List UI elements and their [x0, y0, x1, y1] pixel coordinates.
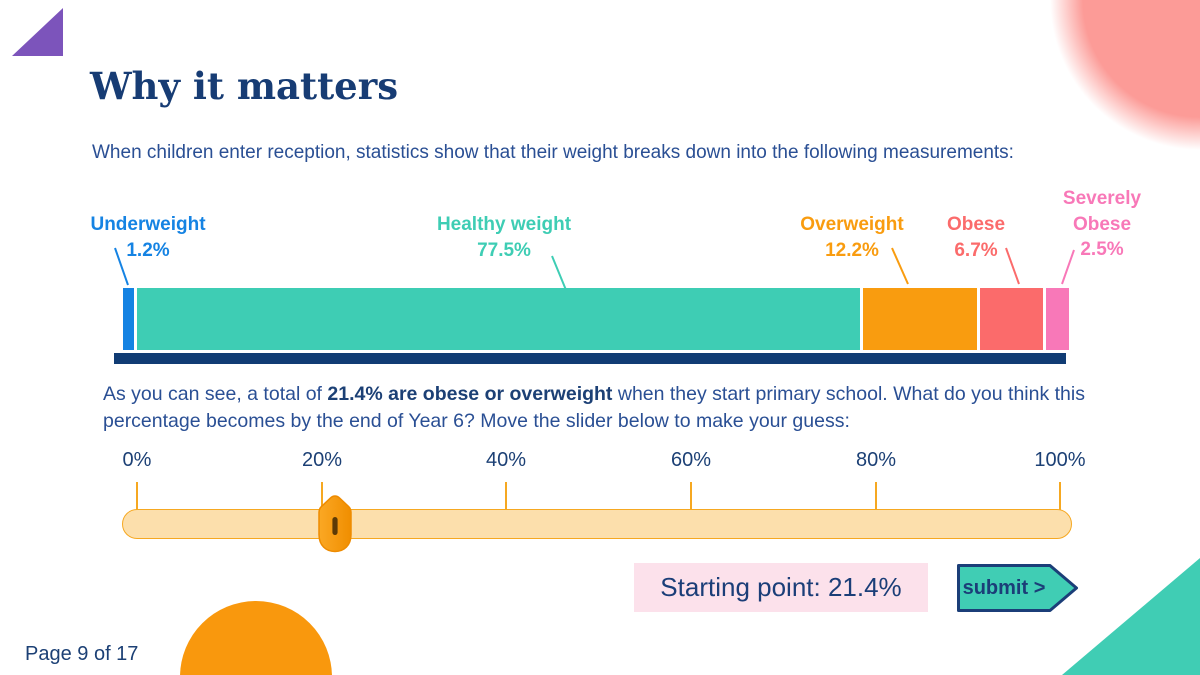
intro-text: When children enter reception, statistic…: [92, 142, 1014, 163]
slider-label-20: 20%: [301, 449, 343, 471]
orange-semicircle-decoration: [180, 601, 332, 675]
page-title: Why it matters: [90, 64, 399, 108]
bar-label-underweight: Underweight 1.2%: [90, 214, 206, 261]
bar-label-obese: Obese 6.7%: [946, 214, 1006, 261]
slider-track[interactable]: [122, 509, 1072, 539]
slider-handle[interactable]: [316, 494, 354, 553]
bar-segment-underweight: [123, 288, 135, 350]
starting-point-label: Starting point: 21.4%: [660, 572, 902, 602]
question-text: As you can see, a total of 21.4% are obe…: [103, 383, 1085, 433]
bar-shadow-base: [114, 353, 1066, 364]
bar-segment-obese: [980, 288, 1043, 350]
slider-tick-60: [690, 482, 692, 511]
submit-button[interactable]: submit >: [957, 564, 1079, 612]
slider-tick-40: [505, 482, 507, 511]
slider-label-80: 80%: [855, 449, 897, 471]
teal-triangle-decoration: [1062, 558, 1200, 675]
slider-tick-80: [875, 482, 877, 511]
slider-label-60: 60%: [670, 449, 712, 471]
bar-segment-severely-obese: [1045, 288, 1069, 350]
slider-label-0: 0%: [122, 449, 152, 471]
bar-label-overweight: Overweight 12.2%: [800, 214, 904, 261]
bar-label-severely-obese: Severely Obese 2.5%: [1062, 188, 1142, 261]
pink-quarter-circle-decoration: [1025, 0, 1200, 175]
slider-tick-100: [1059, 482, 1061, 511]
purple-triangle-decoration: [12, 8, 63, 56]
stacked-weight-bar: [123, 288, 1069, 350]
slider-tick-0: [136, 482, 138, 511]
slider-label-40: 40%: [485, 449, 527, 471]
submit-label: submit >: [962, 576, 1046, 599]
slider-label-100: 100%: [1034, 449, 1086, 471]
page-number: Page 9 of 17: [25, 643, 139, 665]
bar-segment-overweight: [863, 288, 978, 350]
slider-tick-20: [321, 482, 323, 511]
starting-point-box: Starting point: 21.4%: [634, 563, 928, 612]
bar-label-healthy-weight: Healthy weight 77.5%: [436, 214, 572, 261]
question-bold-stat: 21.4% are obese or overweight: [327, 383, 613, 405]
bar-segment-healthy-weight: [137, 288, 861, 350]
